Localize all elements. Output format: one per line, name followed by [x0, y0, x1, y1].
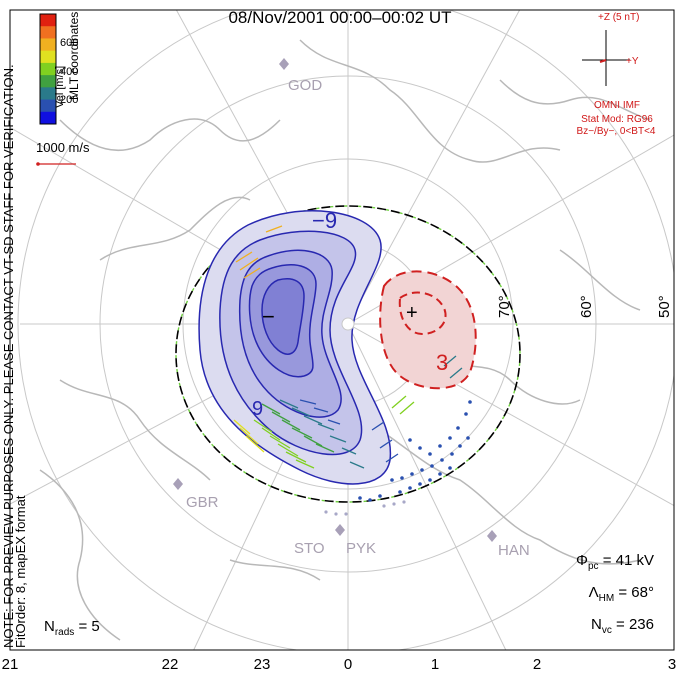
- potential-max-mark: +: [406, 302, 418, 324]
- velocity-vectors: [38, 163, 463, 469]
- pos-contour-label: 3: [436, 350, 449, 375]
- vector-origins: [36, 162, 472, 516]
- lambda-symbol: Λ: [588, 584, 599, 601]
- mlt-label-22: 22: [161, 656, 179, 673]
- phi-symbol: Φ: [576, 552, 588, 569]
- map-title: 08/Nov/2001 00:00–00:02 UT: [228, 8, 452, 27]
- station-sto: STO: [294, 540, 325, 557]
- imf-z-label: +Z (5 nT): [598, 12, 640, 23]
- station-god: GOD: [288, 77, 323, 94]
- stat-lambda-hm: ΛHM = 68°: [588, 584, 654, 604]
- negative-potential-cell: [198, 210, 392, 485]
- colorbar-tick-400: 400: [60, 66, 79, 78]
- colorbar-swatch: [40, 87, 56, 101]
- colorbar: [39, 13, 57, 125]
- fit-order-note: FitOrder: 8, mapEX format: [13, 495, 28, 648]
- lat-label-50: 50°: [656, 295, 673, 318]
- neg-contour-label-2: 9: [252, 398, 264, 420]
- station-han: HAN: [498, 542, 530, 559]
- stat-n-rads: Nrads = 5: [44, 618, 100, 638]
- imf-y-label: +Y: [626, 56, 639, 67]
- imf-source: OMNI IMF: [593, 100, 641, 111]
- colorbar-swatch: [40, 14, 56, 27]
- station-markers: [173, 58, 497, 542]
- imf-dial: [582, 30, 630, 86]
- imf-stat-model: Stat Mod: RG96: [581, 114, 653, 125]
- colorbar-swatch: [40, 111, 56, 125]
- positive-potential-cell: [379, 270, 477, 390]
- colorbar-frame: [39, 13, 57, 125]
- mlt-label-3: 3: [667, 656, 677, 673]
- neg-contour-label: −9: [312, 208, 338, 233]
- mlt-label-21: 21: [1, 656, 19, 673]
- colorbar-swatch: [40, 50, 56, 64]
- lat-label-60: 60°: [578, 295, 595, 318]
- mlt-label-2: 2: [532, 656, 542, 673]
- colorbar-swatch: [40, 38, 56, 52]
- mlt-label-23: 23: [253, 656, 271, 673]
- mlt-label-1: 1: [430, 656, 440, 673]
- colorbar-swatch: [40, 75, 56, 88]
- station-pyk: PYK: [346, 540, 377, 557]
- colorbar-swatch: [40, 26, 56, 39]
- vector-scale-label: 1000 m/s: [36, 140, 90, 155]
- station-gbr: GBR: [186, 494, 219, 511]
- colorbar-tick-200: 200: [60, 94, 79, 106]
- lat-label-70: 70°: [496, 295, 513, 318]
- coastlines: [39, 39, 651, 641]
- imf-condition: Bz−/By−, 0<BT<4: [576, 126, 656, 137]
- hm-boundary: [175, 205, 521, 503]
- colorbar-tick-600: 600: [60, 37, 79, 49]
- colorbar-swatch: [40, 99, 56, 113]
- colorbar-swatch: [40, 62, 56, 76]
- stat-n-vc: Nvc = 236: [591, 616, 654, 636]
- potential-min-mark: −: [262, 304, 275, 329]
- pole-marker: [341, 317, 355, 331]
- stat-phi-pc: Φpc = 41 kV: [576, 552, 654, 572]
- coords-label: MLT coordinates: [67, 11, 81, 100]
- mlt-label-0: 0: [343, 656, 353, 673]
